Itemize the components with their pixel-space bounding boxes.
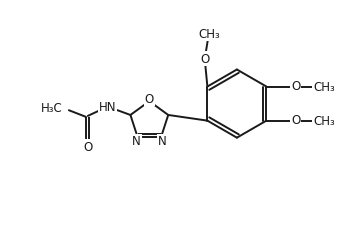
Text: H₃C: H₃C [41,101,63,114]
Text: N: N [157,135,166,148]
Text: O: O [83,140,92,153]
Text: CH₃: CH₃ [313,115,335,128]
Text: HN: HN [99,101,117,113]
Text: O: O [145,93,154,105]
Text: CH₃: CH₃ [198,28,220,41]
Text: O: O [291,114,300,127]
Text: O: O [200,52,210,65]
Text: CH₃: CH₃ [313,81,335,94]
Text: N: N [132,135,141,148]
Text: O: O [291,80,300,93]
